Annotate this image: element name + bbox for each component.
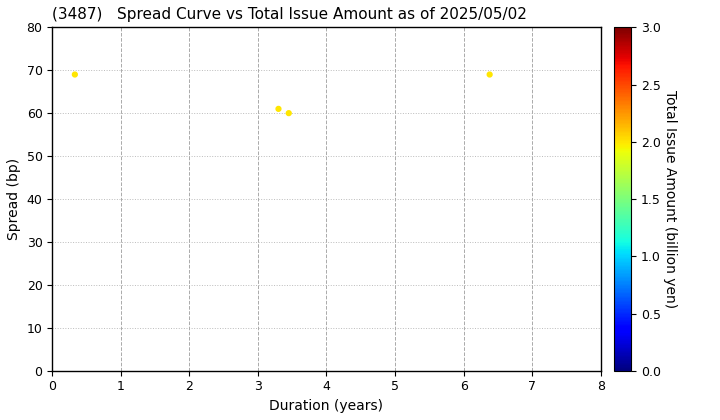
Point (273, 105, 284, 112)
Y-axis label: Spread (bp): Spread (bp) (7, 158, 21, 240)
Y-axis label: Total Issue Amount (billion yen): Total Issue Amount (billion yen) (664, 90, 678, 308)
Point (283, 110, 294, 116)
Point (484, 71, 495, 78)
Text: (3487)   Spread Curve vs Total Issue Amount as of 2025/05/02: (3487) Spread Curve vs Total Issue Amoun… (53, 7, 527, 22)
X-axis label: Duration (years): Duration (years) (269, 399, 384, 413)
Point (69, 71, 81, 78)
